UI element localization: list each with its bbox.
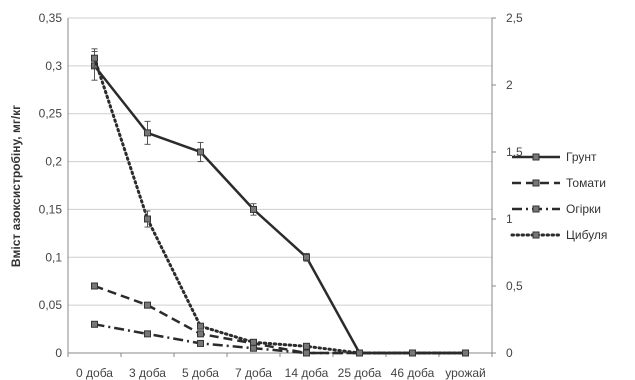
legend: Грунт Томати Огірки Цибуля — [510, 150, 607, 242]
y-left-tick-label: 0,1 — [45, 250, 62, 264]
x-tick-label: 0 доба — [76, 366, 113, 380]
data-point — [144, 301, 151, 309]
series-4 — [91, 48, 469, 357]
data-point — [197, 322, 204, 330]
y-left-tick-label: 0,15 — [39, 202, 63, 216]
legend-item: Цибуля — [510, 228, 607, 242]
x-tick-label: 25 доба — [338, 366, 382, 380]
legend-swatch-marker — [532, 179, 540, 187]
y-right-tick-label: 1 — [506, 212, 513, 226]
legend-swatch-marker — [532, 205, 540, 213]
legend-label: Цибуля — [566, 228, 607, 242]
data-point — [356, 349, 363, 357]
data-point — [197, 330, 204, 338]
y-left-tick-label: 0,2 — [45, 155, 62, 169]
series-line — [94, 284, 466, 355]
y-right-tick-label: 0 — [506, 346, 513, 360]
y-left-tick-label: 0,05 — [39, 298, 63, 312]
axes — [67, 17, 496, 357]
x-tick-label: 5 доба — [182, 366, 219, 380]
x-tick-label: 14 доба — [285, 366, 329, 380]
x-tick-labels: 0 доба 3 доба 5 доба 7 доба 14 доба 25 доба 46… — [76, 366, 486, 380]
data-point — [197, 339, 204, 347]
data-point — [250, 338, 257, 346]
series-line — [94, 323, 466, 355]
data-point — [144, 215, 151, 223]
data-point — [250, 205, 257, 213]
legend-swatch-marker — [532, 153, 540, 161]
y-right-tick-label: 1,5 — [506, 145, 523, 159]
data-point — [197, 148, 204, 156]
data-point — [462, 349, 469, 357]
data-point — [303, 253, 310, 261]
y-right-tick-label: 0,5 — [506, 279, 523, 293]
series-1 — [91, 51, 469, 357]
legend-label: Томати — [566, 176, 606, 190]
x-tick-label: 46 доба — [391, 366, 435, 380]
x-tick-label: урожай — [445, 366, 485, 380]
gridlines — [68, 17, 492, 306]
y-right-tick-label: 2 — [506, 78, 513, 92]
legend-swatch-marker — [532, 231, 540, 239]
data-point — [250, 344, 257, 352]
y-left-tick-label: 0,25 — [39, 107, 63, 121]
data-point — [91, 54, 98, 62]
legend-item: Огірки — [512, 202, 601, 216]
x-tick-label: 7 доба — [235, 366, 272, 380]
y-axis-label: Вміст азоксистробіну, мг/кг — [9, 105, 23, 267]
data-point — [409, 349, 416, 357]
data-point — [144, 330, 151, 338]
data-point — [303, 342, 310, 350]
data-point — [91, 282, 98, 290]
x-tick-label: 3 доба — [129, 366, 166, 380]
series-layer — [91, 48, 469, 357]
data-point — [303, 349, 310, 357]
legend-label: Грунт — [566, 150, 597, 164]
legend-item: Томати — [512, 176, 606, 190]
y-left-tick-label: 0,35 — [39, 11, 63, 25]
y-left-tick-label: 0,3 — [45, 59, 62, 73]
y-left-ticks: 0 0,05 0,1 0,15 0,2 0,25 0,3 0,35 — [39, 11, 63, 360]
data-point — [144, 129, 151, 137]
y-right-ticks: 0 0,5 1 1,5 2 2,5 — [506, 11, 523, 360]
legend-item: Грунт — [512, 150, 597, 164]
y-left-tick-label: 0 — [55, 346, 62, 360]
series-line — [93, 56, 467, 355]
legend-label: Огірки — [566, 202, 601, 216]
y-right-tick-label: 2,5 — [506, 11, 523, 25]
data-point — [91, 320, 98, 328]
